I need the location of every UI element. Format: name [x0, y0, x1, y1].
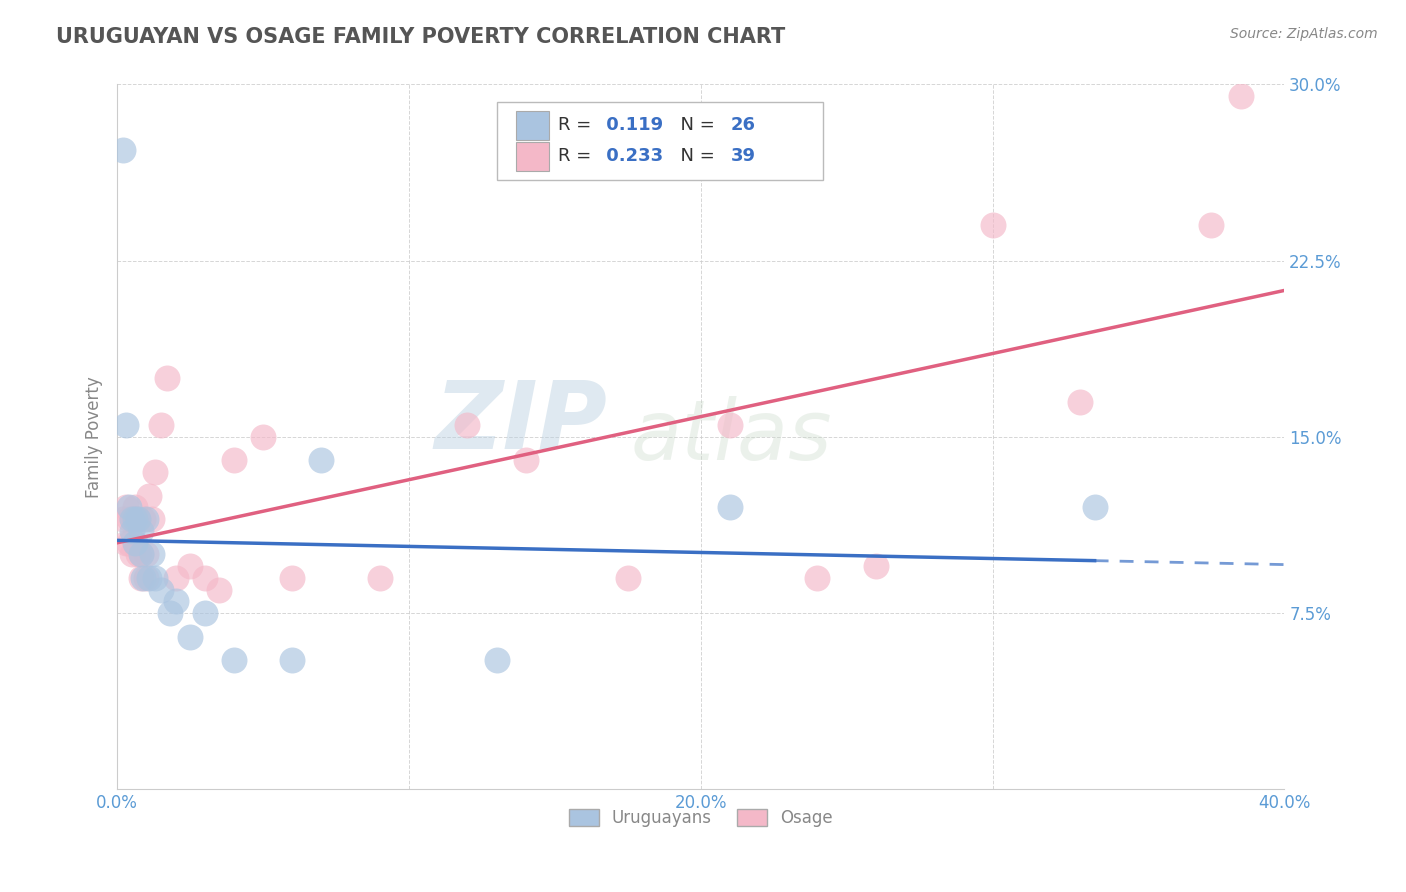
Point	[865, 559, 887, 574]
Point	[281, 571, 304, 585]
Point	[222, 653, 245, 667]
Point	[115, 500, 138, 515]
Text: 39: 39	[731, 147, 756, 165]
Point	[124, 535, 146, 549]
Point	[135, 547, 157, 561]
Point	[515, 453, 537, 467]
Point	[165, 594, 187, 608]
Point	[1229, 89, 1251, 103]
Point	[981, 219, 1004, 233]
Point	[115, 418, 138, 433]
Point	[124, 500, 146, 515]
Point	[252, 430, 274, 444]
Point	[129, 547, 152, 561]
Point	[1084, 500, 1107, 515]
Point	[138, 489, 160, 503]
Point	[141, 547, 163, 561]
Point	[368, 571, 391, 585]
Text: N =: N =	[669, 116, 721, 135]
Point	[127, 512, 149, 526]
Point	[127, 512, 149, 526]
Point	[129, 571, 152, 585]
Point	[718, 418, 741, 433]
Point	[132, 571, 155, 585]
Point	[1069, 394, 1091, 409]
Text: ZIP: ZIP	[434, 376, 607, 468]
Point	[124, 535, 146, 549]
Point	[127, 547, 149, 561]
Point	[118, 535, 141, 549]
FancyBboxPatch shape	[496, 102, 824, 179]
Point	[129, 547, 152, 561]
Text: R =: R =	[558, 147, 598, 165]
Point	[718, 500, 741, 515]
Point	[149, 418, 172, 433]
Point	[311, 453, 333, 467]
Y-axis label: Family Poverty: Family Poverty	[86, 376, 103, 498]
Legend: Uruguayans, Osage: Uruguayans, Osage	[562, 802, 839, 834]
Point	[281, 653, 304, 667]
Point	[121, 512, 143, 526]
Text: 0.233: 0.233	[600, 147, 664, 165]
Point	[135, 571, 157, 585]
Point	[135, 512, 157, 526]
Point	[179, 559, 201, 574]
Text: R =: R =	[558, 116, 598, 135]
Point	[222, 453, 245, 467]
Point	[143, 465, 166, 479]
Point	[111, 143, 134, 157]
Point	[121, 547, 143, 561]
Point	[129, 524, 152, 538]
Point	[141, 512, 163, 526]
Point	[165, 571, 187, 585]
Point	[118, 500, 141, 515]
Point	[121, 512, 143, 526]
Point	[456, 418, 478, 433]
Text: N =: N =	[669, 147, 721, 165]
Text: Source: ZipAtlas.com: Source: ZipAtlas.com	[1230, 27, 1378, 41]
Point	[115, 535, 138, 549]
Point	[179, 630, 201, 644]
Point	[121, 524, 143, 538]
Point	[617, 571, 640, 585]
Point	[156, 371, 179, 385]
Point	[159, 606, 181, 620]
Text: 0.119: 0.119	[600, 116, 664, 135]
Point	[806, 571, 828, 585]
Point	[143, 571, 166, 585]
Point	[485, 653, 508, 667]
Point	[132, 512, 155, 526]
Point	[149, 582, 172, 597]
Text: atlas: atlas	[631, 396, 832, 477]
Point	[194, 606, 217, 620]
Point	[124, 512, 146, 526]
Point	[194, 571, 217, 585]
Text: 26: 26	[731, 116, 756, 135]
Point	[1201, 219, 1223, 233]
Bar	[516, 111, 548, 140]
Point	[111, 512, 134, 526]
Point	[118, 512, 141, 526]
Point	[208, 582, 231, 597]
Bar	[516, 142, 548, 171]
Text: URUGUAYAN VS OSAGE FAMILY POVERTY CORRELATION CHART: URUGUAYAN VS OSAGE FAMILY POVERTY CORREL…	[56, 27, 786, 46]
Point	[138, 571, 160, 585]
